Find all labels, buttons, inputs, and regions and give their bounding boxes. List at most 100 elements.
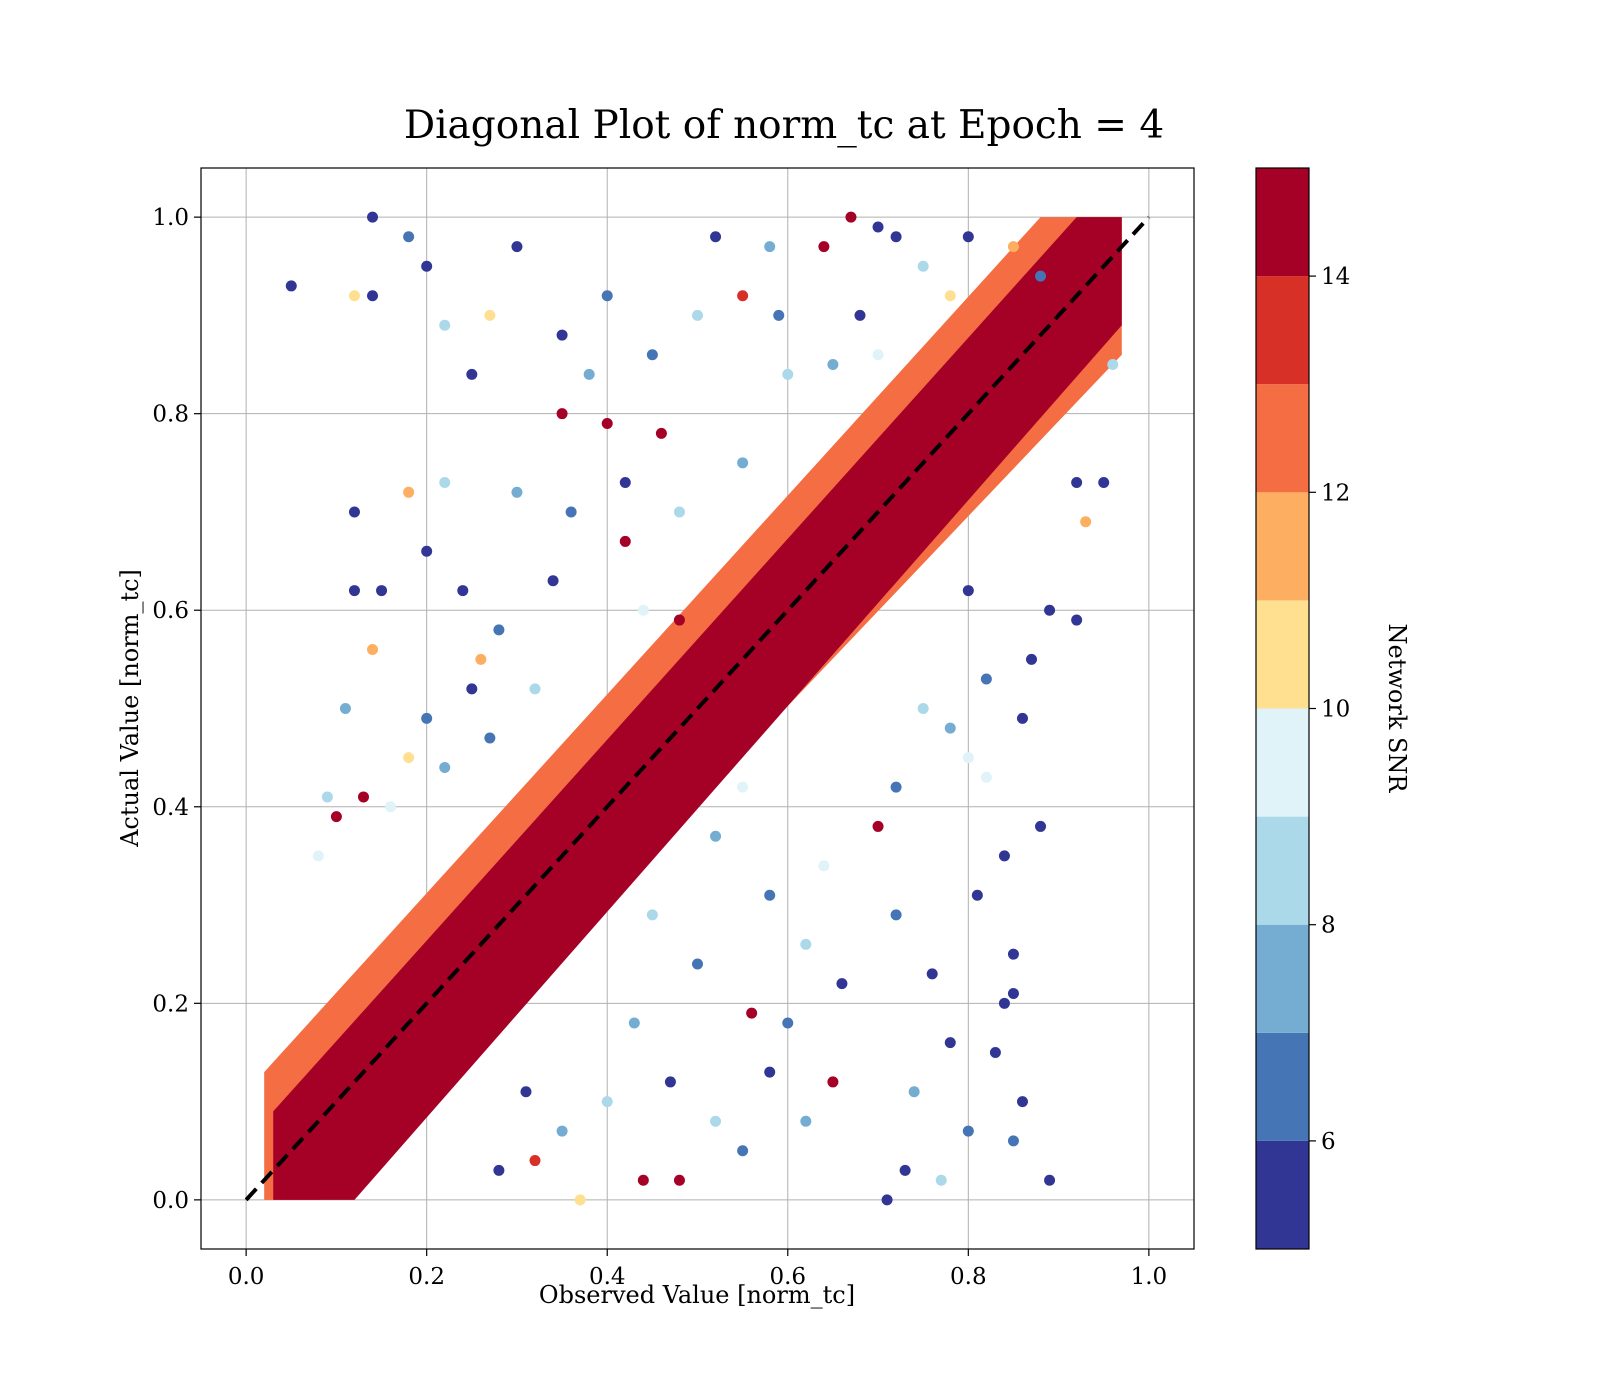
chart-title: Diagonal Plot of norm_tc at Epoch = 4 (404, 103, 1164, 148)
colorbar-swatch-7 (1256, 384, 1309, 493)
data-point-118 (466, 683, 478, 695)
data-point-106 (673, 506, 685, 518)
data-point-110 (872, 349, 884, 361)
data-point-61 (962, 1125, 974, 1137)
data-point-89 (800, 1115, 812, 1127)
data-point-32 (773, 309, 785, 321)
data-point-71 (574, 1194, 586, 1206)
y-tick-label-4: 0.8 (152, 402, 189, 428)
data-point-16 (321, 791, 333, 803)
data-point-91 (628, 1017, 640, 1029)
data-point-115 (439, 761, 451, 773)
x-tick-label-4: 0.8 (950, 1264, 987, 1290)
data-point-18 (312, 850, 324, 862)
data-point-90 (601, 1096, 613, 1108)
data-point-124 (980, 673, 992, 685)
colorbar-swatch-8 (1256, 276, 1309, 385)
data-point-78 (818, 860, 830, 872)
data-point-62 (935, 1174, 947, 1186)
data-point-74 (556, 1125, 568, 1137)
colorbar-label: Network SNR (1383, 624, 1411, 794)
data-point-64 (881, 1194, 893, 1206)
data-point-53 (971, 889, 983, 901)
data-point-33 (818, 241, 830, 253)
data-point-95 (529, 683, 541, 695)
data-point-79 (782, 1017, 794, 1029)
data-point-77 (800, 938, 812, 950)
data-point-10 (421, 545, 433, 557)
data-point-68 (673, 1174, 685, 1186)
data-point-5 (421, 260, 433, 272)
data-point-34 (854, 309, 866, 321)
colorbar-tick-label-0: 6 (1321, 1129, 1336, 1155)
data-point-123 (962, 752, 974, 764)
data-point-11 (348, 506, 360, 518)
colorbar-swatches (1256, 168, 1309, 1249)
data-point-49 (1035, 820, 1047, 832)
data-point-112 (944, 290, 956, 302)
x-tick-label-2: 0.4 (589, 1264, 626, 1290)
y-tick-label-1: 0.2 (152, 991, 189, 1017)
data-point-111 (917, 260, 929, 272)
data-point-119 (484, 732, 496, 744)
colorbar-ticks: 6 8 10 12 14 (1309, 264, 1350, 1155)
data-point-35 (872, 221, 884, 233)
data-point-31 (737, 290, 749, 302)
data-point-59 (1007, 1135, 1019, 1147)
data-point-42 (1098, 476, 1110, 488)
data-point-8 (511, 241, 523, 253)
colorbar-swatch-2 (1256, 924, 1309, 1033)
data-point-28 (655, 427, 667, 439)
data-point-75 (710, 830, 722, 842)
data-point-4 (403, 231, 415, 243)
y-axis-label: Actual Value [norm_tc] (116, 569, 144, 848)
data-point-80 (836, 978, 848, 990)
data-point-102 (692, 309, 703, 321)
colorbar-swatch-3 (1256, 816, 1309, 925)
data-point-63 (899, 1164, 911, 1176)
data-point-93 (646, 909, 658, 921)
data-point-94 (737, 781, 749, 793)
colorbar-tick-label-1: 8 (1321, 913, 1336, 939)
data-point-117 (385, 801, 397, 813)
data-point-29 (619, 535, 631, 547)
data-point-116 (421, 712, 433, 724)
data-point-23 (475, 653, 487, 665)
data-point-19 (357, 791, 369, 803)
data-point-105 (737, 457, 749, 469)
data-point-107 (637, 604, 649, 616)
data-point-27 (619, 476, 631, 488)
data-point-43 (1080, 516, 1092, 528)
data-point-96 (493, 624, 505, 636)
data-point-6 (439, 319, 451, 331)
x-axis-label: Observed Value [norm_tc] (539, 1281, 855, 1309)
y-tick-label-0: 0.0 (152, 1188, 189, 1214)
data-point-88 (764, 1066, 776, 1078)
data-point-0 (285, 280, 297, 292)
plot-area (200, 167, 1195, 1250)
data-point-104 (556, 329, 568, 341)
data-point-20 (403, 486, 415, 498)
data-point-47 (1026, 653, 1038, 665)
data-point-30 (673, 614, 685, 626)
x-tick-label-3: 0.6 (769, 1264, 806, 1290)
data-point-82 (926, 968, 938, 980)
data-point-99 (565, 506, 577, 518)
axes-frame (200, 167, 1195, 1250)
data-point-97 (547, 575, 559, 587)
data-point-26 (601, 418, 613, 430)
y-axis-ticks: 0.0 0.2 0.4 0.6 0.8 1.0 (152, 205, 201, 1214)
data-point-22 (457, 585, 469, 597)
data-point-103 (601, 290, 613, 302)
data-point-2 (348, 290, 360, 302)
data-point-15 (339, 703, 351, 714)
data-point-70 (520, 1086, 532, 1098)
data-point-13 (376, 585, 388, 597)
y-tick-label-2: 0.4 (152, 795, 189, 821)
data-point-48 (962, 585, 974, 597)
data-point-51 (980, 771, 992, 783)
colorbar-tick-label-2: 10 (1321, 697, 1350, 723)
data-point-41 (1071, 476, 1083, 488)
colorbar-swatch-9 (1256, 168, 1309, 277)
data-point-60 (1044, 1174, 1056, 1186)
